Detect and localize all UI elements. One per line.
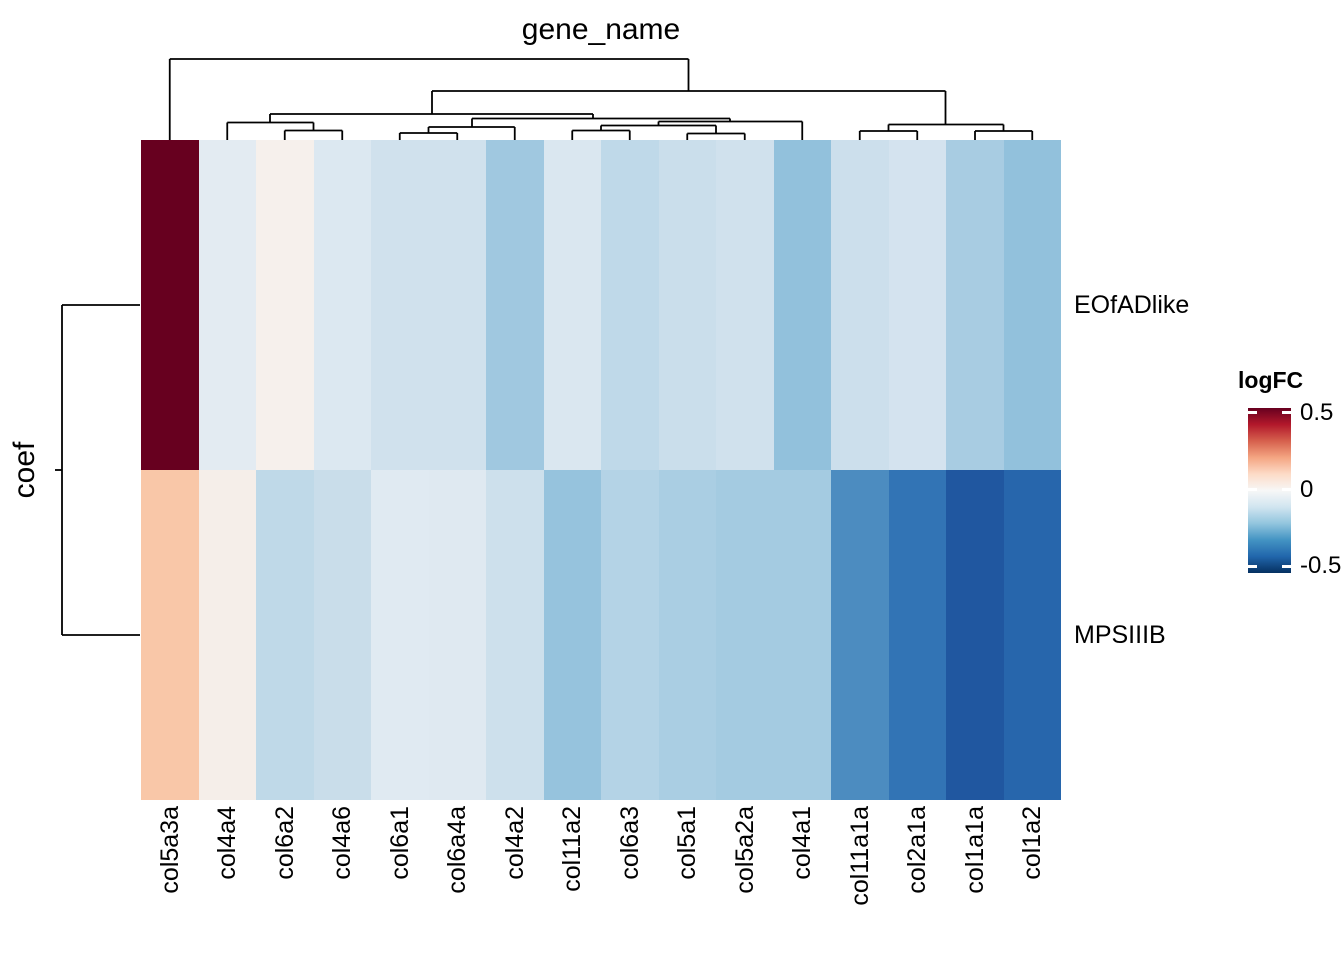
legend-tick-mark	[1282, 488, 1291, 491]
legend-tick-mark	[1282, 411, 1291, 415]
legend-colorbar	[1248, 408, 1291, 573]
heatmap-cell-MPSIIIB-col5a3a	[141, 470, 199, 800]
heatmap-cell-MPSIIIB-col4a1	[773, 470, 831, 800]
heatmap-cell-MPSIIIB-col11a1a	[831, 470, 889, 800]
row-dendrogram	[55, 304, 140, 636]
heatmap-cell-MPSIIIB-col4a2	[486, 470, 544, 800]
heatmap-cell-EOfADlike-col6a1	[371, 140, 429, 470]
row-label-MPSIIIB: MPSIIIB	[1074, 621, 1166, 649]
legend-title: logFC	[1238, 367, 1304, 393]
column-axis-title: gene_name	[521, 13, 681, 46]
heatmap-cell-MPSIIIB-col11a2	[543, 470, 601, 800]
heatmap-cell-EOfADlike-col6a3	[601, 140, 659, 470]
column-label-col4a4: col4a4	[213, 806, 242, 880]
heatmap-cell-EOfADlike-col2a1a	[888, 140, 946, 470]
heatmap-cell-EOfADlike-col1a2	[1003, 140, 1061, 470]
column-label-col6a1: col6a1	[385, 806, 414, 880]
heatmap-cell-EOfADlike-col5a2a	[716, 140, 774, 470]
heatmap-cell-EOfADlike-col11a1a	[831, 140, 889, 470]
column-label-col1a2: col1a2	[1018, 806, 1047, 880]
legend-tick-mark	[1248, 564, 1257, 568]
heatmap-grid	[141, 140, 1061, 800]
heatmap-cell-MPSIIIB-col4a6	[313, 470, 371, 800]
column-label-col6a4a: col6a4a	[443, 806, 472, 894]
legend-tick-0: 0	[1300, 475, 1314, 503]
heatmap-cell-MPSIIIB-col5a1	[658, 470, 716, 800]
column-label-col11a2: col11a2	[558, 806, 587, 892]
column-label-col6a3: col6a3	[615, 806, 644, 880]
heatmap-cell-MPSIIIB-col5a2a	[716, 470, 774, 800]
heatmap-cell-EOfADlike-col6a2	[256, 140, 314, 470]
heatmap-cell-MPSIIIB-col6a1	[371, 470, 429, 800]
heatmap-cell-MPSIIIB-col4a4	[198, 470, 256, 800]
column-label-col5a1: col5a1	[673, 806, 702, 880]
heatmap-cell-MPSIIIB-col2a1a	[888, 470, 946, 800]
legend-tick-mark	[1248, 488, 1257, 491]
heatmap-cell-EOfADlike-col4a4	[198, 140, 256, 470]
column-label-col11a1a: col11a1a	[845, 806, 874, 906]
column-label-col5a2a: col5a2a	[730, 806, 759, 894]
heatmap-cell-EOfADlike-col4a1	[773, 140, 831, 470]
column-dendrogram	[168, 58, 1034, 141]
heatmap-cell-MPSIIIB-col6a3	[601, 470, 659, 800]
heatmap-cell-MPSIIIB-col1a2	[1003, 470, 1061, 800]
column-label-col5a3a: col5a3a	[155, 806, 184, 894]
heatmap-cell-MPSIIIB-col6a4a	[428, 470, 486, 800]
heatmap-cell-EOfADlike-col6a4a	[428, 140, 486, 470]
legend-tick--0.5: -0.5	[1300, 552, 1342, 580]
column-label-col4a1: col4a1	[788, 806, 817, 880]
heatmap-cell-EOfADlike-col4a2	[486, 140, 544, 470]
column-label-col2a1a: col2a1a	[903, 806, 932, 894]
heatmap-cell-EOfADlike-col1a1a	[946, 140, 1004, 470]
column-label-col6a2: col6a2	[270, 806, 299, 880]
column-label-col4a6: col4a6	[328, 806, 357, 880]
legend: logFC 0.5 0 -0.5	[1238, 366, 1344, 596]
row-label-EOfADlike: EOfADlike	[1074, 291, 1190, 319]
heatmap-cell-EOfADlike-col5a3a	[141, 140, 199, 470]
heatmap-cell-EOfADlike-col5a1	[658, 140, 716, 470]
heatmap-cell-EOfADlike-col4a6	[313, 140, 371, 470]
heatmap-cell-MPSIIIB-col6a2	[256, 470, 314, 800]
column-label-col4a2: col4a2	[500, 806, 529, 880]
heatmap-cell-EOfADlike-col11a2	[543, 140, 601, 470]
legend-tick-0.5: 0.5	[1300, 398, 1334, 426]
column-label-col1a1a: col1a1a	[960, 806, 989, 894]
legend-tick-mark	[1282, 564, 1291, 568]
legend-tick-mark	[1248, 411, 1257, 415]
heatmap-cell-MPSIIIB-col1a1a	[946, 470, 1004, 800]
